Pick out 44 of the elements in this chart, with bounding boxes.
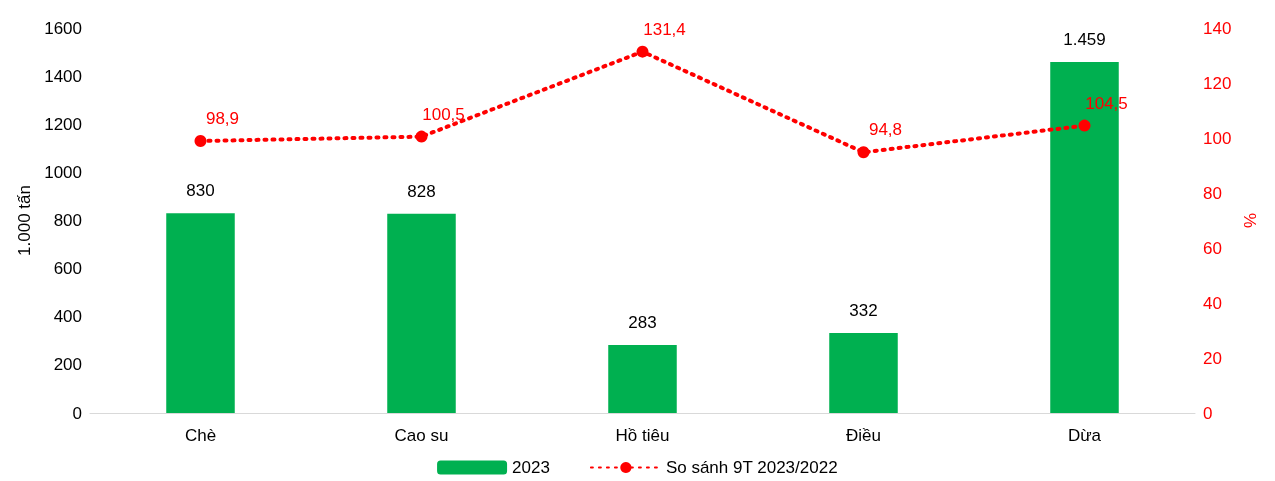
point (857, 146, 870, 159)
y2-tick-label: 40 (1203, 293, 1222, 313)
x-tick-label: Chè (184, 426, 217, 445)
legend-label: So sánh 9T 2023/2022 (665, 458, 838, 477)
y-axis-title: 1.000 tấn (15, 185, 35, 256)
y2-tick-label: 60 (1203, 238, 1222, 258)
y-tick-label: 1400 (44, 66, 82, 86)
bar (166, 213, 235, 413)
data-label: 828 (407, 181, 436, 201)
y2-tick-label: 120 (1203, 73, 1232, 93)
point (636, 45, 649, 58)
point (415, 130, 428, 143)
data-label: 332 (849, 301, 878, 321)
y2-tick-label: 100 (1203, 128, 1232, 148)
data-label: 100,5 (422, 104, 465, 124)
data-label: 94,8 (868, 120, 903, 140)
data-label: 830 (186, 181, 215, 201)
bar (608, 344, 677, 413)
y-tick-label: 400 (53, 307, 82, 327)
bar (829, 333, 898, 413)
data-label: 283 (628, 312, 657, 332)
y-tick-label: 0 (72, 403, 82, 423)
y2-axis-title: % (1241, 212, 1261, 229)
x-tick-label: Dừa (1067, 426, 1102, 445)
bar (387, 213, 456, 413)
y-tick-label: 1200 (44, 114, 82, 134)
data-label: 1.459 (1063, 29, 1106, 49)
legend-label: 2023 (512, 458, 550, 477)
data-label: 98,9 (205, 109, 240, 129)
y-tick-label: 1000 (44, 162, 82, 182)
y-tick-label: 200 (53, 355, 82, 375)
y-tick-label: 1600 (44, 18, 82, 38)
x-tick-label: Điều (846, 426, 881, 445)
y2-tick-label: 140 (1203, 18, 1232, 38)
data-label: 131,4 (643, 19, 686, 39)
y-tick-label: 800 (53, 211, 82, 230)
x-tick-label: Cao su (394, 426, 449, 445)
y-tick-label: 600 (53, 259, 82, 279)
y2-tick-label: 0 (1203, 403, 1213, 423)
point (1078, 119, 1091, 132)
y2-tick-label: 20 (1203, 348, 1222, 368)
y2-tick-label: 80 (1203, 183, 1222, 203)
x-tick-label: Hồ tiêu (615, 426, 670, 445)
point (194, 135, 207, 148)
